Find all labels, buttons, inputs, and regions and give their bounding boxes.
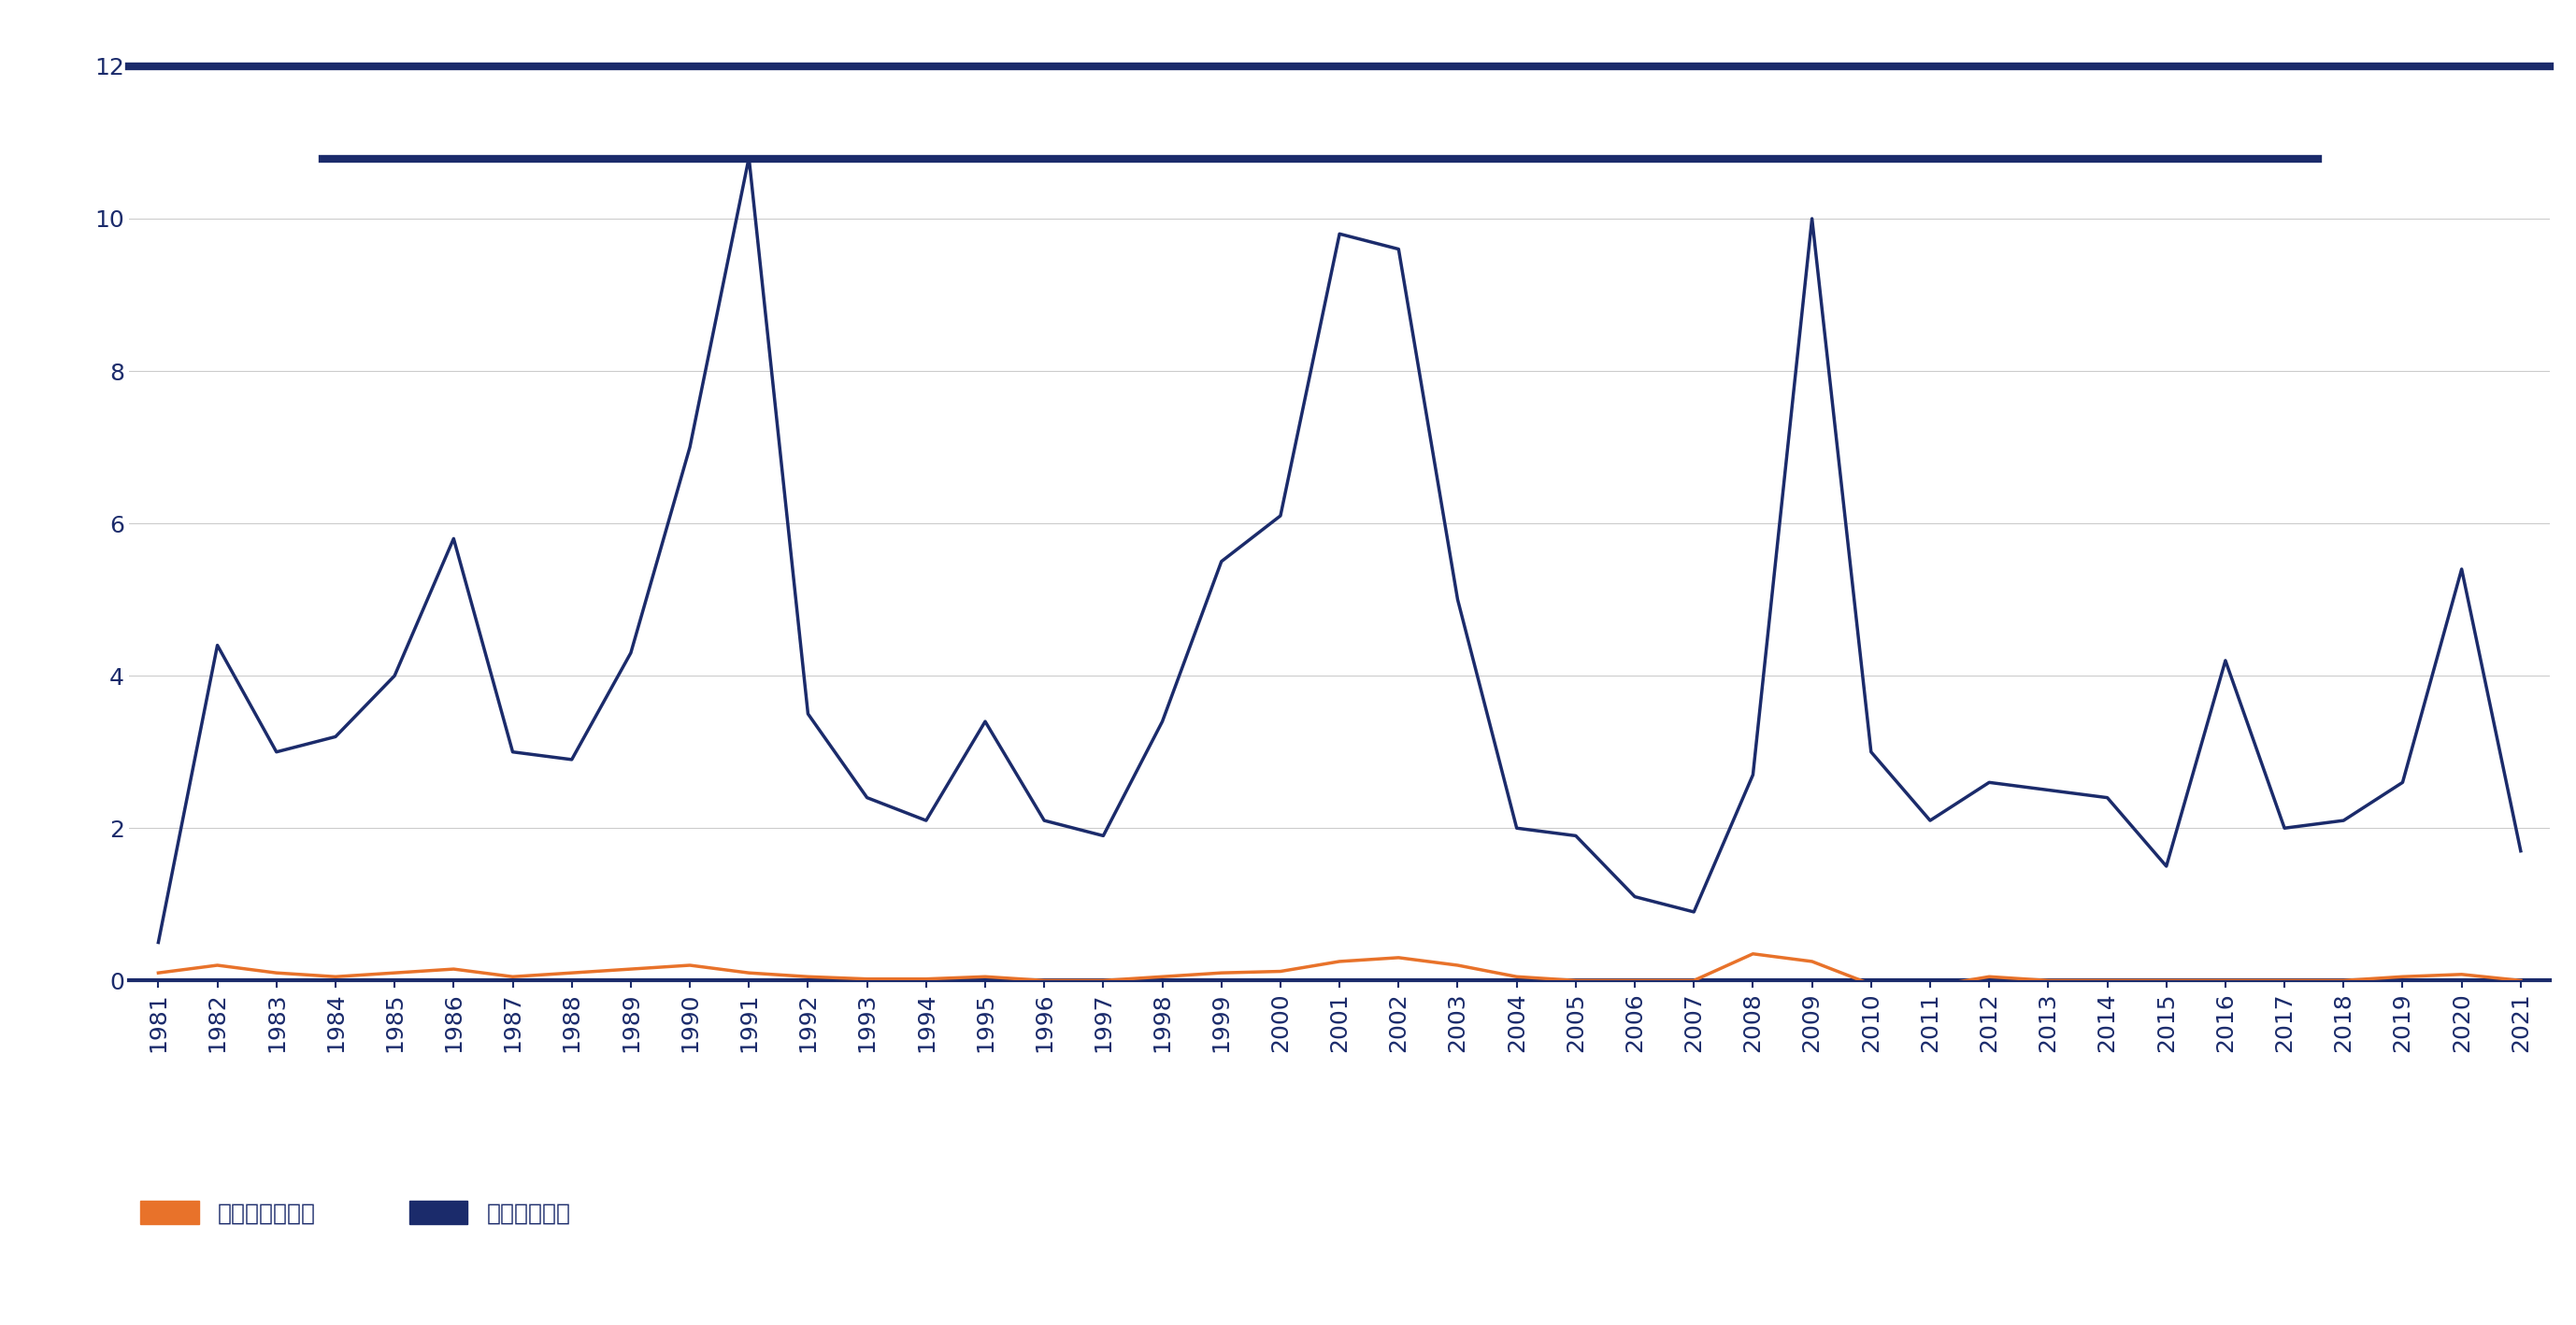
投機的格付け — [969, 714, 999, 730]
投機的格付け — [1146, 714, 1177, 730]
投機的格付け — [2210, 653, 2241, 669]
投機的格付け — [1561, 828, 1592, 844]
投機的格付け — [2506, 843, 2537, 859]
投機的格付け — [912, 812, 943, 828]
投資適格格付け — [1028, 973, 1059, 988]
投資適格格付け — [969, 969, 999, 984]
投資適格格付け — [556, 965, 587, 980]
投資適格格付け — [1324, 954, 1355, 970]
投資適格格付け — [2329, 973, 2360, 988]
投機的格付け — [1087, 828, 1118, 844]
投資適格格付け — [1795, 954, 1826, 970]
投資適格格付け — [912, 971, 943, 987]
投機的格付け — [2447, 562, 2478, 578]
投機的格付け — [379, 668, 410, 684]
投資適格格付け — [1561, 973, 1592, 988]
投資適格格付け — [1502, 969, 1533, 984]
投資適格格付け — [2032, 973, 2063, 988]
投機的格付け — [616, 645, 647, 661]
投資適格格付け — [2210, 973, 2241, 988]
投機的格付け — [1324, 225, 1355, 241]
投機的格付け — [2388, 774, 2419, 790]
投資適格格付け — [260, 965, 291, 980]
投資適格格付け — [853, 971, 884, 987]
投資適格格付け — [793, 969, 824, 984]
投資適格格付け — [1914, 979, 1945, 995]
投資適格格付け — [2506, 973, 2537, 988]
投資適格格付け — [616, 961, 647, 977]
投資適格格付け — [1087, 973, 1118, 988]
投機的格付け — [1973, 774, 2004, 790]
投機的格付け — [1265, 507, 1296, 523]
投資適格格付け — [2447, 966, 2478, 982]
投資適格格付け — [1855, 977, 1886, 992]
投機的格付け — [734, 150, 765, 166]
投資適格格付け — [142, 965, 173, 980]
投機的格付け — [556, 751, 587, 767]
投資適格格付け — [1736, 946, 1767, 962]
投資適格格付け — [1383, 950, 1414, 966]
投資適格格付け — [2092, 973, 2123, 988]
Line: 投資適格格付け: 投資適格格付け — [157, 954, 2522, 987]
投資適格格付け — [1265, 963, 1296, 979]
投機的格付け — [853, 790, 884, 806]
Legend: 投資適格格付け, 投機的格付け: 投資適格格付け, 投機的格付け — [142, 1200, 569, 1224]
投機的格付け — [1206, 554, 1236, 570]
投資適格格付け — [201, 957, 232, 973]
Line: 投機的格付け: 投機的格付け — [157, 158, 2522, 942]
投機的格付け — [1795, 211, 1826, 227]
投機的格付け — [1680, 904, 1710, 920]
投機的格付け — [260, 745, 291, 761]
投機的格付け — [319, 729, 350, 745]
投資適格格付け — [1443, 957, 1473, 973]
投機的格付け — [497, 745, 528, 761]
投機的格付け — [2269, 820, 2300, 836]
投機的格付け — [201, 637, 232, 653]
投資適格格付け — [1146, 969, 1177, 984]
投資適格格付け — [675, 957, 706, 973]
投資適格格付け — [1206, 965, 1236, 980]
投機的格付け — [2329, 812, 2360, 828]
投機的格付け — [1383, 241, 1414, 257]
投資適格格付け — [734, 965, 765, 980]
投機的格付け — [1620, 889, 1651, 905]
投資適格格付け — [1973, 969, 2004, 984]
投機的格付け — [438, 531, 469, 547]
投機的格付け — [675, 440, 706, 456]
投資適格格付け — [1620, 973, 1651, 988]
投資適格格付け — [2151, 973, 2182, 988]
投機的格付け — [2032, 782, 2063, 798]
投機的格付け — [793, 706, 824, 722]
投機的格付け — [142, 934, 173, 950]
投機的格付け — [1736, 767, 1767, 783]
投資適格格付け — [438, 961, 469, 977]
投機的格付け — [1443, 592, 1473, 608]
投資適格格付け — [497, 969, 528, 984]
投機的格付け — [2092, 790, 2123, 806]
投機的格付け — [1855, 745, 1886, 761]
投資適格格付け — [2269, 973, 2300, 988]
投資適格格付け — [2388, 969, 2419, 984]
投資適格格付け — [379, 965, 410, 980]
投機的格付け — [1028, 812, 1059, 828]
投機的格付け — [1914, 812, 1945, 828]
投機的格付け — [2151, 859, 2182, 874]
投資適格格付け — [319, 969, 350, 984]
投資適格格付け — [1680, 973, 1710, 988]
投機的格付け — [1502, 820, 1533, 836]
